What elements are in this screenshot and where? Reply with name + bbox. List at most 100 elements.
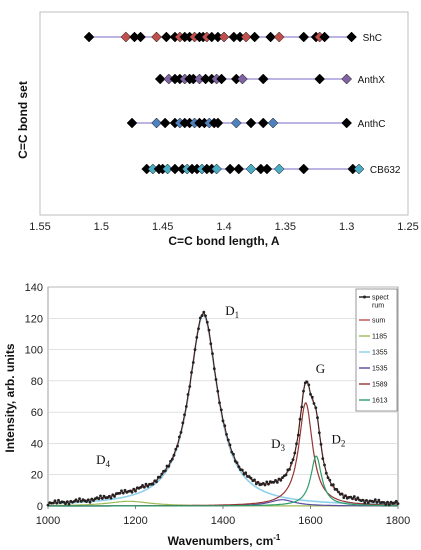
bond-point (353, 163, 365, 175)
spectrum-marker (142, 485, 146, 489)
bond-point (341, 73, 353, 85)
spectrum-marker (235, 461, 239, 465)
bond-point (159, 117, 171, 129)
spectrum-marker (134, 489, 137, 493)
spectrum-marker (237, 465, 241, 469)
spectrum-marker (198, 316, 202, 320)
bond-point (120, 31, 132, 43)
bond-row-shc: ShC (83, 31, 382, 44)
bond-point (212, 117, 224, 129)
spectrum-marker (289, 461, 293, 465)
spectrum-marker (158, 475, 162, 479)
peak-label-sub: 4 (106, 459, 111, 469)
bond-x-tick-label: 1.35 (275, 221, 296, 233)
spectrum-marker (218, 401, 221, 405)
bond-point (135, 31, 146, 43)
legend-label: sum (372, 318, 385, 325)
spectrum-marker (305, 380, 309, 384)
spectrum-marker (265, 480, 269, 484)
spectrum-marker (256, 480, 260, 484)
bond-chart-rows: ShC AnthX AnthC CB632 (83, 31, 401, 176)
bond-point (298, 31, 310, 43)
legend-label: 1589 (372, 382, 388, 389)
spectrum-marker (97, 497, 101, 501)
bond-x-tick-label: 1.5 (94, 221, 109, 233)
spectrum-y-tick-label: 0 (37, 501, 43, 513)
legend-box (355, 288, 398, 412)
spectrum-marker (295, 442, 298, 446)
spectrum-marker (109, 496, 113, 500)
legend-swatch-marker (363, 295, 366, 299)
bond-row-anthc: AnthC (126, 117, 385, 130)
bond-point (261, 163, 273, 175)
spectrum-marker (240, 468, 244, 472)
bond-x-tick-label: 1.4 (216, 221, 231, 233)
bond-point (230, 117, 242, 129)
spectrum-marker (85, 500, 88, 503)
bond-point (218, 31, 230, 43)
spectrum-marker (144, 482, 148, 486)
spectrum-marker (151, 482, 155, 486)
spectrum-marker (100, 497, 104, 500)
spectrum-marker (372, 500, 375, 504)
bond-point (126, 117, 138, 129)
spectrum-marker (111, 493, 115, 497)
bond-row-cb632: CB632 (141, 163, 401, 176)
spectrum-curves (46, 310, 400, 507)
spectrum-marker (92, 499, 95, 502)
spectrum-marker (226, 438, 230, 442)
peak-label-main: D (225, 303, 234, 318)
spectrum-marker (375, 501, 379, 504)
spectrum-marker (53, 499, 57, 503)
peak-label-sub: 1 (235, 310, 240, 320)
spectrum-y-axis-title: Intensity, arb. units (3, 343, 17, 452)
spectrum-marker (163, 469, 167, 473)
spectrum-y-tick-label: 60 (31, 407, 43, 419)
bond-point (267, 117, 279, 129)
spectrum-marker (214, 378, 218, 381)
bond-point (341, 117, 353, 129)
bond-x-tick-label: 1.55 (29, 221, 50, 233)
spectrum-marker (99, 494, 102, 498)
spectrum-marker (384, 503, 388, 506)
peak-label-main: D (96, 452, 105, 467)
bond-point (314, 73, 326, 85)
spectrum-marker (275, 481, 279, 484)
spectrum-marker (141, 484, 144, 487)
peak-label-sub: 2 (341, 438, 346, 448)
spectrum-x-tick-label: 1200 (123, 515, 147, 527)
spectrum-marker (51, 501, 55, 505)
spectrum-marker (300, 405, 304, 409)
spectrum-marker (167, 464, 171, 468)
spectrum-grid (47, 286, 399, 507)
spectrum-marker (247, 475, 251, 478)
spectrum-x-axis-title: Wavenumbers, cm-1 (168, 533, 281, 548)
bond-chart-y-axis-title: C=C bond set (16, 81, 30, 159)
legend-label: 1185 (372, 334, 387, 341)
bond-point (245, 117, 257, 129)
bond-point (154, 73, 166, 85)
spectrum-marker (202, 310, 206, 314)
bond-point (233, 163, 245, 175)
spectrum-marker (323, 463, 326, 467)
spectrum-marker (212, 367, 216, 371)
spectrum-marker (340, 492, 344, 496)
spectrum-marker (365, 499, 368, 502)
spectrum-marker (363, 501, 367, 505)
peak-label: D2 (332, 431, 346, 448)
spectrum-marker (139, 485, 143, 489)
bond-chart-plot-area (39, 11, 409, 216)
spectrum-marker (344, 494, 347, 497)
spectrum-marker (228, 443, 232, 447)
bond-x-tick-label: 1.25 (397, 221, 418, 233)
bond-point (257, 117, 269, 129)
spectrum-y-tick-label: 20 (31, 470, 43, 482)
spectrum-marker (314, 406, 318, 410)
spectrum-marker (190, 371, 193, 374)
spectrum-marker (195, 336, 199, 339)
spectrum-marker (146, 485, 150, 488)
peak-label: D3 (271, 436, 285, 453)
spectrum-marker (328, 478, 332, 482)
spectrum-marker (74, 498, 78, 502)
spectrum-marker (160, 472, 164, 476)
